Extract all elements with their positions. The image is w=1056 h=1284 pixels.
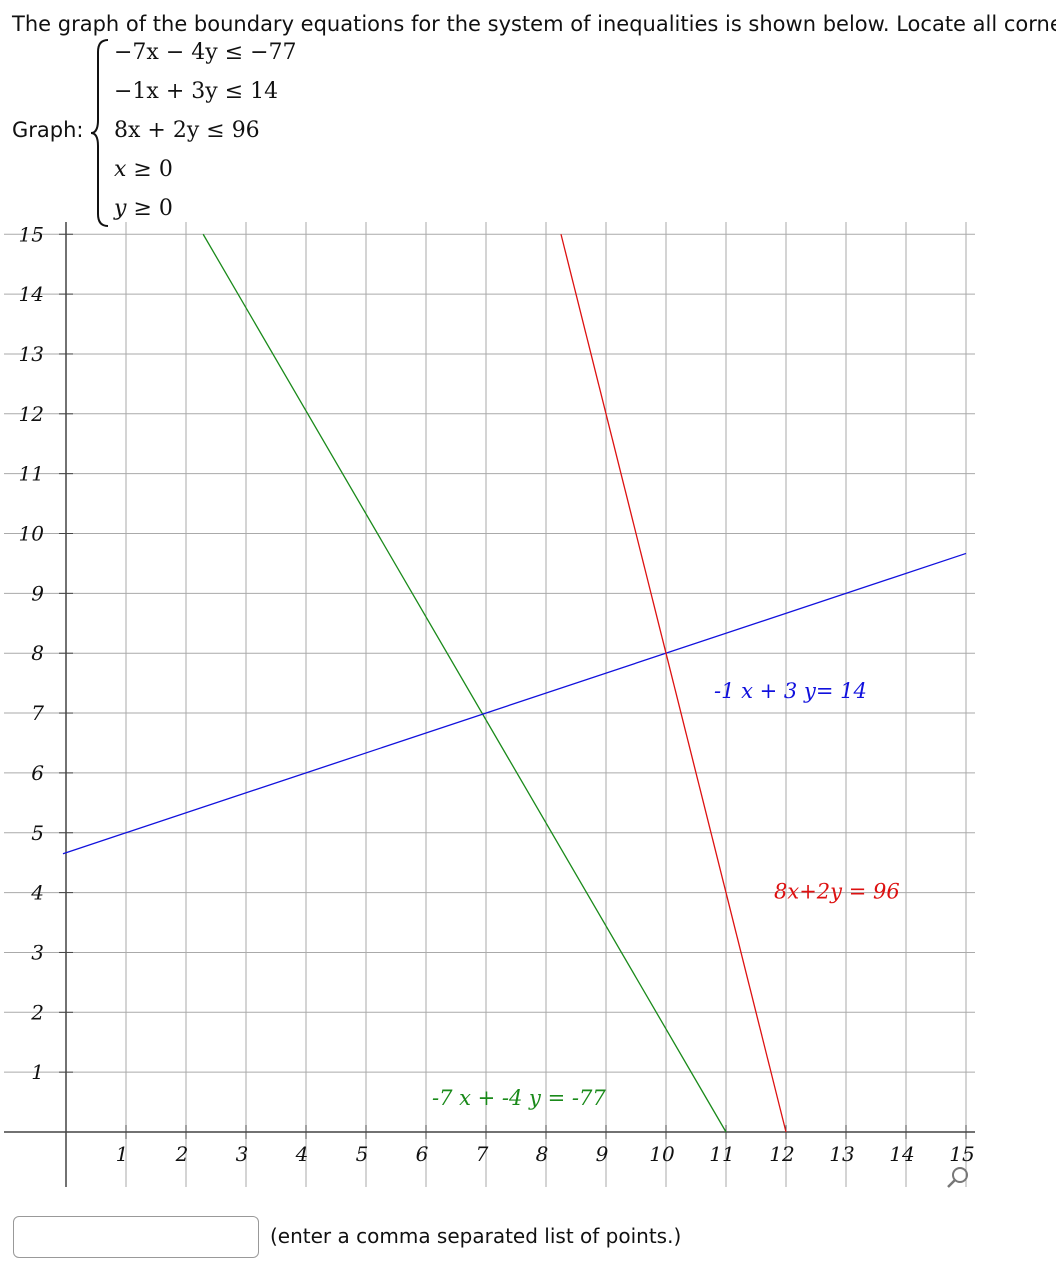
boundary-label-1: -7 x + -4 y = -77 [432,1086,606,1110]
inequality-4: x ≥ 0 [114,157,173,182]
y-tick-label: 13 [19,342,44,366]
y-tick-label: 15 [19,222,44,246]
x-tick-label: 7 [476,1142,489,1166]
inequality-1: −7x − 4y ≤ −77 [114,40,297,65]
magnifier-icon[interactable] [944,1164,972,1192]
y-tick-label: 7 [31,701,44,725]
boundary-line-3 [560,234,787,1133]
y-tick-label: 6 [31,761,44,785]
x-tick-label: 8 [536,1142,549,1166]
boundary-line-1 [202,233,727,1133]
system-brace [90,39,109,227]
y-tick-label: 9 [31,581,44,605]
x-tick-label: 5 [356,1142,369,1166]
inequality-5: y ≥ 0 [114,196,173,221]
y-tick-label: 8 [31,641,44,665]
y-tick-label: 2 [30,1000,44,1024]
y-tick-label: 14 [19,282,44,306]
y-tick-label: 10 [19,522,45,546]
x-tick-label: 3 [236,1142,249,1166]
answer-input[interactable] [13,1216,259,1258]
graph-label: Graph: [12,118,84,142]
inequality-3: 8x + 2y ≤ 96 [114,118,260,143]
x-tick-label: 4 [295,1142,309,1166]
y-tick-label: 3 [31,940,44,964]
x-tick-label: 6 [416,1142,429,1166]
x-tick-label: 1 [116,1142,129,1166]
boundary-label-2: -1 x + 3 y= 14 [714,679,867,703]
question-prompt: The graph of the boundary equations for … [12,12,1056,36]
x-tick-label: 15 [949,1142,974,1166]
x-tick-label: 13 [829,1142,854,1166]
boundary-graph: 1 2 3 4 5 6 7 8 9 10 11 12 13 14 151234567891011121314… [4,222,975,1187]
y-tick-label: 5 [31,821,44,845]
answer-hint: (enter a comma separated list of points.… [270,1224,682,1248]
y-tick-label: 1 [31,1060,44,1084]
y-tick-label: 4 [30,881,44,905]
inequality-2: −1x + 3y ≤ 14 [114,79,279,104]
y-tick-label: 11 [19,462,44,486]
x-tick-label: 9 [596,1142,609,1166]
x-tick-label: 10 [649,1142,675,1166]
x-tick-label: 14 [889,1142,914,1166]
y-tick-label: 12 [19,402,44,426]
x-tick-label: 2 [175,1142,189,1166]
x-tick-label: 11 [709,1142,734,1166]
x-tick-label: 12 [769,1142,794,1166]
boundary-label-3: 8x+2y = 96 [774,880,900,904]
boundary-line-2 [62,552,967,855]
